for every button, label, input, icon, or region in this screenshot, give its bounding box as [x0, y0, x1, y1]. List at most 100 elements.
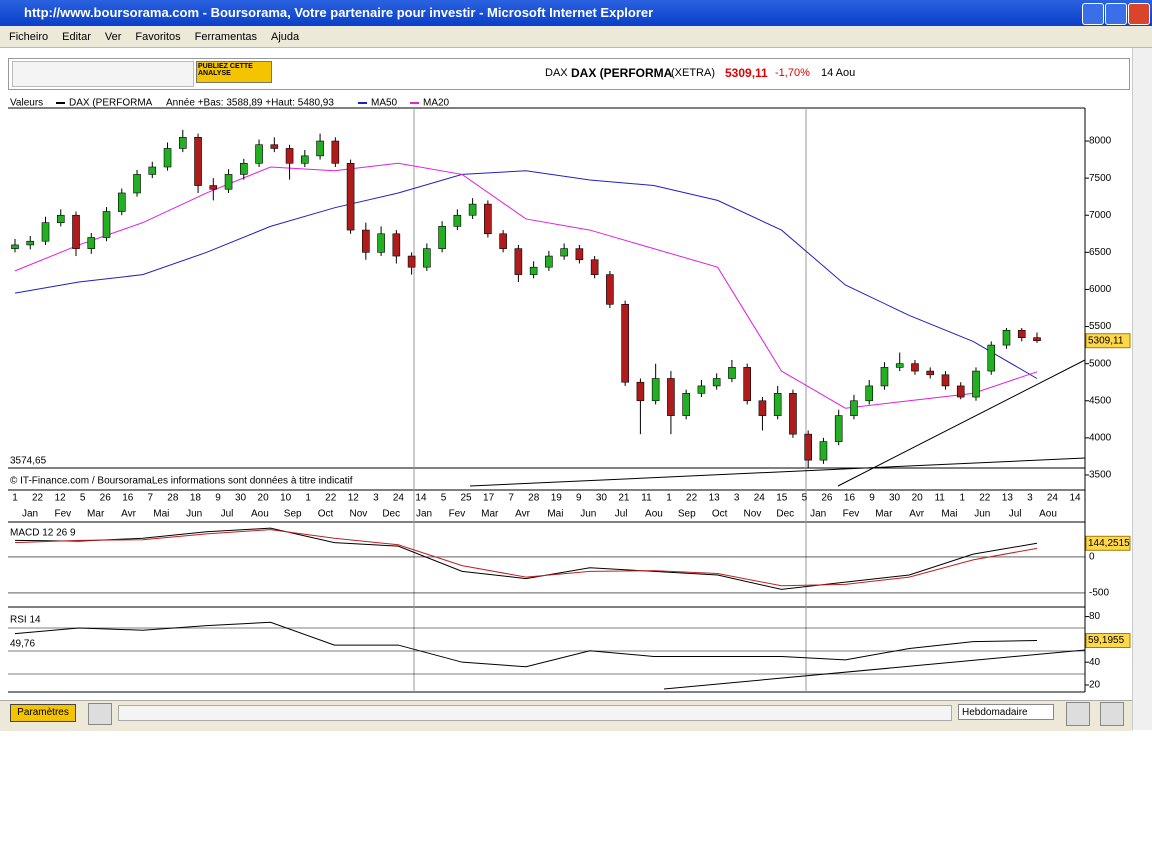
legend-swatch — [410, 102, 419, 104]
ma-line — [14, 162, 1038, 409]
value-box — [1085, 535, 1131, 551]
menu-item[interactable]: Ficheiro — [9, 30, 49, 43]
candle-body — [453, 214, 462, 227]
menu-item[interactable]: Ver — [104, 30, 122, 43]
day-label: 12 — [55, 493, 67, 504]
window-title: http://www.boursorama.com - Boursorama, … — [24, 5, 654, 20]
scroll-bar[interactable] — [118, 705, 952, 721]
y-tick-label: 5000 — [1089, 358, 1112, 369]
minimize[interactable] — [1082, 3, 1104, 25]
day-label: 9 — [215, 493, 221, 504]
day-label: 10 — [280, 493, 292, 504]
chart: Valeurs DAX (PERFORMA Année +Bas: 3588,8… — [8, 96, 1131, 696]
day-label: 24 — [1047, 493, 1059, 504]
value-box — [1085, 333, 1131, 349]
y-tick-label: 7500 — [1089, 173, 1112, 184]
candle-body — [743, 367, 751, 402]
header-market: DAX — [545, 67, 568, 79]
day-label: 25 — [461, 493, 473, 504]
month-label: Aou — [1039, 509, 1057, 520]
candle-body — [545, 255, 553, 268]
candle-body — [87, 237, 96, 249]
month-label: Jun — [974, 509, 990, 520]
candle-body — [72, 214, 80, 249]
month-label: Jan — [810, 509, 826, 520]
candle-body — [11, 244, 19, 249]
day-label: 20 — [912, 493, 924, 504]
ma-line — [14, 170, 1038, 379]
y-tick-label: 5500 — [1089, 321, 1112, 332]
header-name: DAX (PERFORMA — [571, 66, 673, 80]
trend-line — [837, 359, 1086, 487]
candle-body — [163, 148, 172, 168]
value-box-label: 5309,11 — [1088, 335, 1124, 346]
candle-body — [804, 433, 812, 461]
legend-range: Année +Bas: 3588,89 +Haut: 5480,93 — [166, 98, 334, 109]
print-button[interactable] — [88, 703, 112, 725]
month-label: Jun — [580, 509, 596, 520]
macd-line — [14, 527, 1038, 590]
header-change: -1,70% — [775, 67, 810, 79]
candle-body — [789, 393, 797, 435]
day-label: 15 — [776, 493, 788, 504]
candle-body — [285, 148, 294, 164]
day-label: 22 — [979, 493, 991, 504]
menu-item[interactable]: Ajuda — [271, 30, 300, 43]
candle-body — [987, 344, 996, 372]
menu-item[interactable]: Editar — [62, 30, 91, 43]
candle-body — [102, 211, 111, 238]
month-label: Mai — [941, 509, 957, 520]
candle-body — [834, 415, 843, 442]
tool-icons[interactable] — [12, 61, 194, 87]
day-label: 22 — [32, 493, 44, 504]
scrollbar[interactable] — [1132, 48, 1152, 730]
day-label: 5 — [441, 493, 447, 504]
month-label: Mar — [87, 509, 105, 520]
y-tick-label: 8000 — [1089, 136, 1112, 147]
candle-body — [178, 137, 187, 149]
zoom-out[interactable] — [1066, 702, 1090, 726]
month-label: Mar — [481, 509, 499, 520]
day-label: 7 — [148, 493, 154, 504]
candle-body — [56, 214, 65, 223]
candle-body — [438, 226, 446, 249]
close[interactable] — [1128, 3, 1150, 25]
day-label: 1 — [305, 493, 311, 504]
header-date: 14 Aou — [821, 67, 856, 79]
maximize[interactable] — [1105, 3, 1127, 25]
day-label: 3 — [373, 493, 379, 504]
value-box-label: 59,1955 — [1088, 635, 1125, 646]
macd-tick-label: -500 — [1089, 588, 1109, 599]
candle-body — [575, 248, 584, 261]
day-label: 21 — [618, 493, 630, 504]
publish-button[interactable]: PUBLIEZ CETTE ANALYSE — [196, 61, 272, 83]
rsi-tick-label: 80 — [1089, 611, 1101, 622]
day-label: 22 — [325, 493, 337, 504]
zoom-in[interactable] — [1100, 702, 1124, 726]
chart-bg — [8, 96, 1130, 696]
macd-title: MACD 12 26 9 — [10, 528, 76, 539]
menu-item[interactable]: Ferramentas — [194, 30, 257, 43]
month-label: Mai — [153, 509, 169, 520]
candle-body — [270, 144, 279, 149]
candle-body — [423, 248, 431, 268]
candle-body — [484, 203, 492, 235]
params-button[interactable]: Paramètres — [10, 704, 76, 722]
period-select[interactable]: Hebdomadaire — [958, 704, 1054, 720]
day-label: 24 — [393, 493, 405, 504]
day-label: 28 — [167, 493, 179, 504]
title-bar: http://www.boursorama.com - Boursorama, … — [0, 0, 1152, 26]
candle-body — [117, 192, 126, 212]
month-label: Fev — [55, 509, 72, 520]
candle-body — [865, 385, 874, 402]
candle-body — [240, 162, 248, 175]
legend-entry: MA20 — [423, 98, 450, 109]
candle-body — [224, 174, 233, 190]
day-label: 3 — [734, 493, 740, 504]
candle-body — [392, 233, 401, 257]
menu-item[interactable]: Favoritos — [135, 30, 181, 43]
legend-series: DAX (PERFORMA — [69, 98, 153, 109]
month-label: Fev — [843, 509, 860, 520]
candle-body — [209, 185, 218, 190]
y-tick-label: 7000 — [1089, 210, 1112, 221]
